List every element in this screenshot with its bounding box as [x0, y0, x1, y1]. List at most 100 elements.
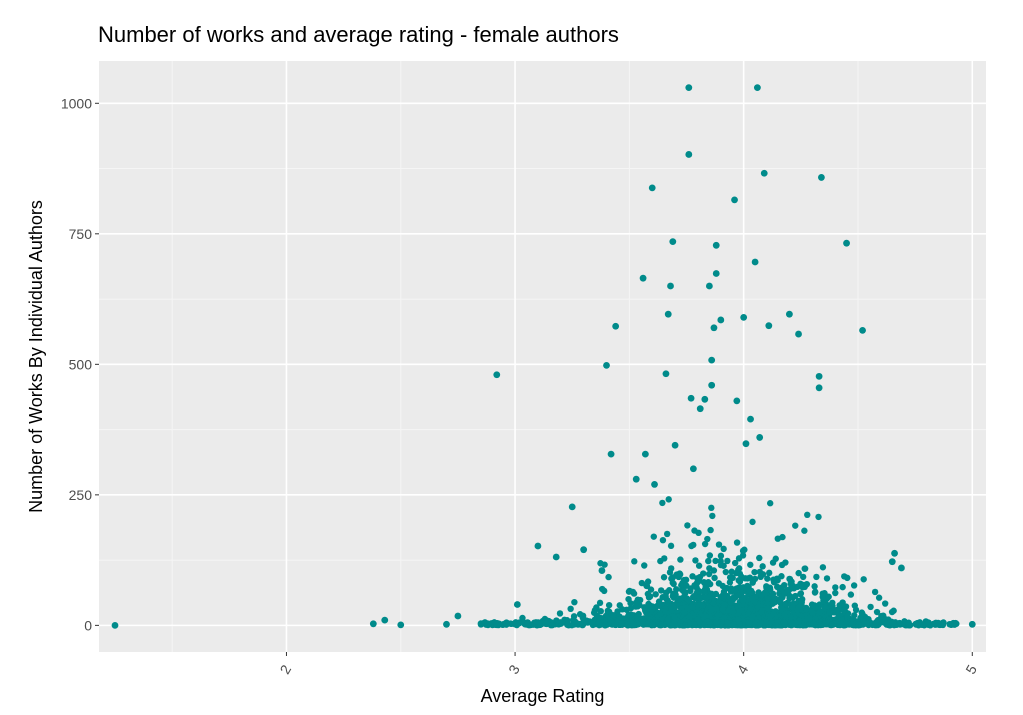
cluster-point	[781, 611, 788, 618]
cluster-point	[871, 588, 879, 596]
cluster-point	[764, 595, 771, 602]
cluster-point	[770, 598, 777, 606]
cluster-point	[691, 582, 698, 589]
cluster-point	[601, 561, 608, 568]
data-point	[648, 184, 656, 192]
cluster-point	[850, 582, 858, 589]
baseline-point	[810, 620, 817, 627]
cluster-point	[823, 575, 831, 582]
cluster-point	[811, 583, 818, 590]
cluster-point	[669, 592, 677, 600]
cluster-point	[664, 597, 671, 604]
cluster-point	[775, 585, 783, 592]
cluster-point	[676, 570, 683, 577]
data-point	[888, 558, 896, 566]
cluster-point	[670, 604, 677, 611]
cluster-point	[700, 612, 708, 620]
baseline-point	[618, 620, 625, 627]
cluster-point	[851, 612, 858, 619]
data-point	[717, 316, 725, 324]
cluster-point	[839, 583, 846, 591]
cluster-point	[811, 603, 819, 611]
plot-panel	[99, 61, 986, 652]
baseline-point	[649, 621, 657, 628]
cluster-point	[751, 575, 759, 583]
cluster-point	[735, 565, 743, 572]
cluster-point	[719, 606, 726, 613]
x-axis-ticks: 2 3 4 5	[276, 652, 980, 677]
data-point	[753, 84, 761, 92]
cluster-point	[709, 512, 716, 520]
cluster-point	[722, 568, 730, 576]
cluster-point	[749, 518, 756, 526]
cluster-point	[736, 578, 744, 585]
cluster-point	[685, 597, 693, 604]
cluster-point	[667, 542, 675, 550]
cluster-point	[721, 601, 728, 608]
baseline-point	[542, 620, 549, 627]
cluster-point	[674, 600, 681, 607]
cluster-point	[844, 612, 851, 620]
cluster-point	[825, 593, 832, 600]
data-point	[651, 481, 658, 488]
cluster-point	[686, 613, 693, 620]
x-tick-label: 2	[276, 662, 294, 677]
cluster-point	[656, 610, 664, 618]
cluster-point	[720, 545, 727, 553]
cluster-point	[708, 504, 715, 512]
baseline-point	[638, 619, 646, 626]
cluster-point	[659, 499, 666, 507]
data-point	[603, 361, 610, 369]
cluster-point	[766, 500, 774, 507]
data-point	[607, 450, 615, 458]
cluster-point	[605, 601, 613, 609]
cluster-point	[765, 569, 773, 577]
cluster-point	[829, 599, 836, 606]
cluster-point	[813, 573, 820, 581]
cluster-point	[819, 564, 827, 571]
baseline-point	[701, 621, 708, 629]
baseline-point	[828, 621, 835, 629]
data-point	[751, 258, 759, 266]
baseline-point	[691, 621, 698, 628]
cluster-point	[867, 603, 874, 611]
baseline-point	[756, 621, 764, 628]
cluster-point	[717, 593, 724, 601]
cluster-point	[804, 511, 811, 519]
data-point	[756, 434, 764, 441]
data-point	[795, 330, 802, 338]
baseline-point	[780, 619, 788, 626]
baseline-point	[667, 622, 674, 629]
cluster-point	[609, 611, 617, 619]
cluster-point	[627, 600, 634, 607]
cluster-point	[677, 556, 684, 563]
cluster-point	[652, 591, 659, 598]
y-axis-title: Number of Works By Individual Authors	[26, 200, 46, 513]
cluster-point	[890, 607, 897, 614]
cluster-point	[749, 613, 756, 621]
cluster-point	[799, 573, 807, 581]
cluster-point	[706, 552, 714, 559]
baseline-point	[861, 620, 869, 627]
data-point	[641, 450, 649, 458]
data-point	[369, 620, 377, 628]
cluster-point	[833, 606, 841, 614]
cluster-point	[860, 576, 867, 583]
baseline-point	[713, 619, 720, 626]
cluster-point	[665, 496, 672, 503]
cluster-point	[794, 583, 801, 591]
cluster-point	[781, 581, 788, 589]
y-tick-label: 1000	[61, 95, 92, 111]
cluster-point	[776, 599, 784, 606]
baseline-point	[932, 619, 940, 626]
data-point	[760, 169, 768, 177]
data-point	[671, 441, 679, 449]
data-point	[731, 196, 738, 204]
data-point	[632, 475, 640, 483]
cluster-point	[739, 552, 747, 559]
cluster-point	[663, 530, 671, 538]
cluster-point	[614, 608, 621, 615]
cluster-point	[858, 609, 866, 616]
cluster-point	[643, 582, 651, 590]
data-point	[397, 621, 405, 629]
